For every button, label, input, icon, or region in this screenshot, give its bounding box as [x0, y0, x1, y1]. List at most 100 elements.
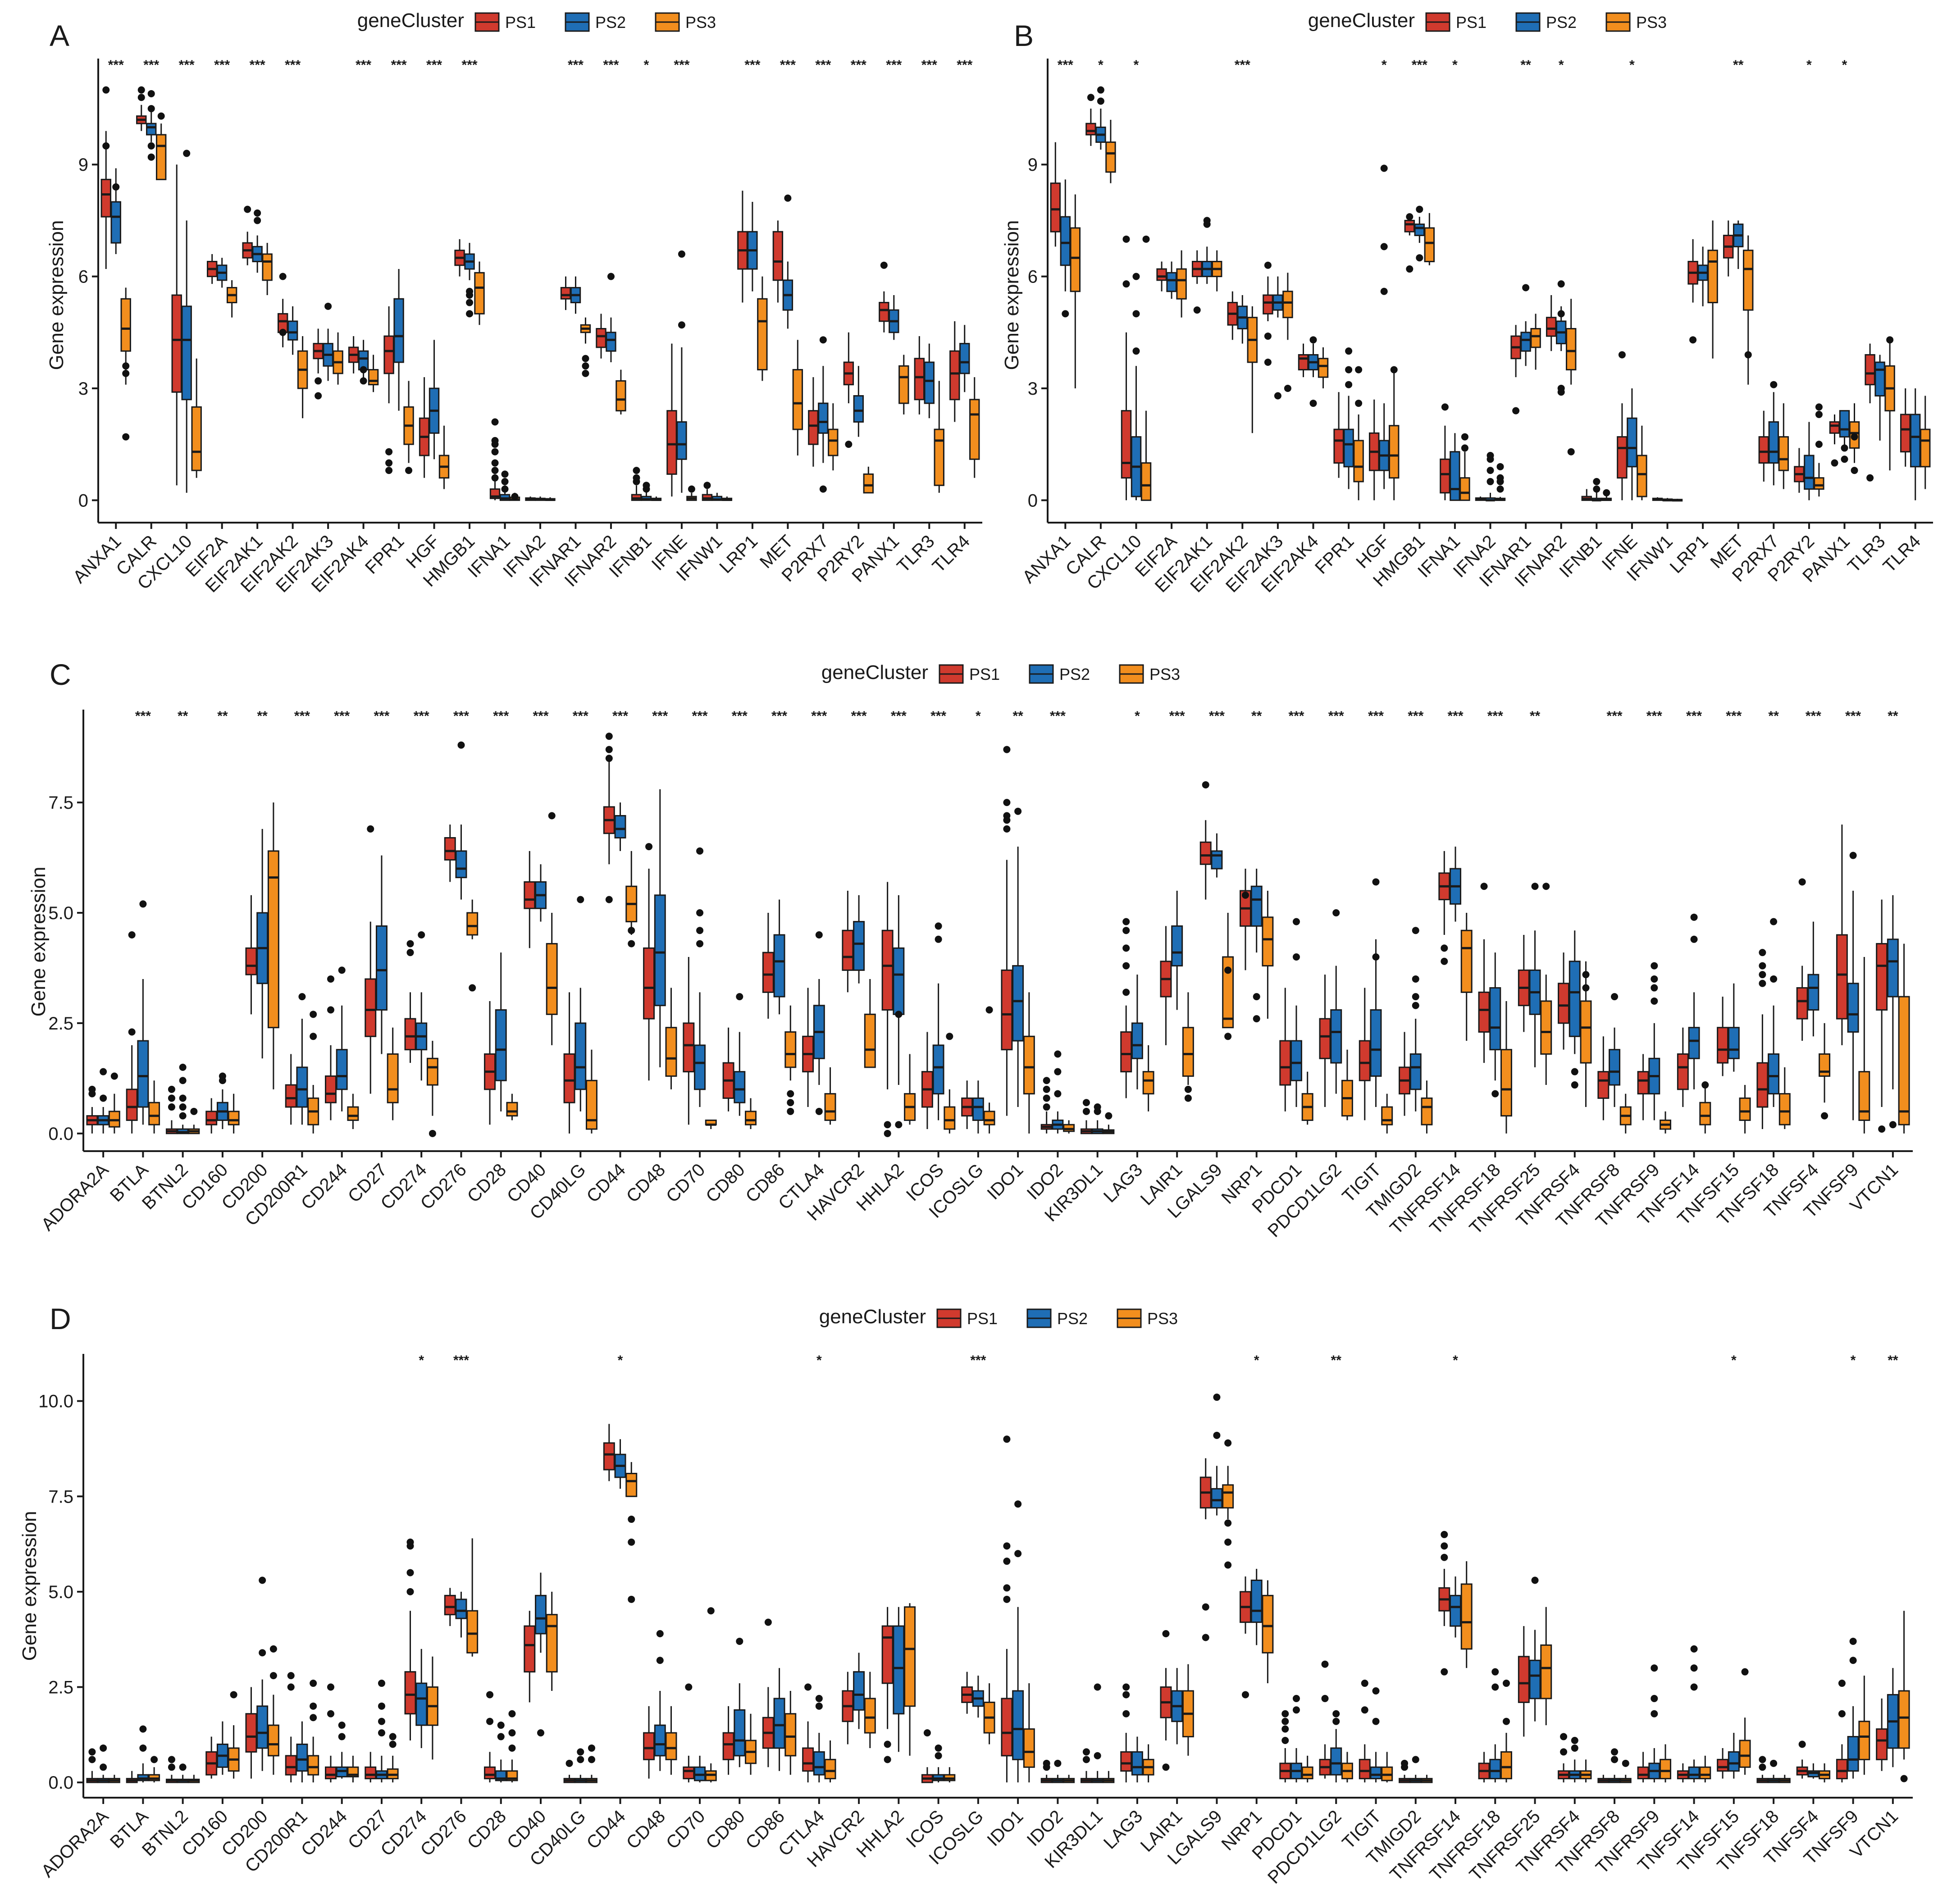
panel-d-outlier-point: [1502, 1680, 1510, 1687]
panel-d-box-ps3: [267, 1694, 279, 1775]
box-body: [643, 947, 655, 1020]
panel-c-box-ps1: [1001, 860, 1013, 1116]
panel-c-box-ps3: [1699, 1085, 1711, 1134]
panel-d-significance-label: *: [1254, 1353, 1259, 1368]
panel-d-outlier-point: [1202, 1603, 1209, 1611]
panel-d-box-ps2: [415, 1649, 428, 1748]
panel-b-outlier-point: [1886, 336, 1894, 344]
panel-d-box-ps2: [336, 1752, 348, 1779]
panel-c-box-ps2: [694, 992, 706, 1107]
panel-a-y-tick-label: 6: [78, 267, 88, 287]
panel-b-outlier-point: [1142, 235, 1150, 243]
panel-b-box-ps1: [1510, 325, 1521, 378]
panel-d-outlier-point: [685, 1683, 693, 1691]
panel-c-outlier-point: [1821, 1112, 1829, 1120]
panel-d-significance-label: **: [1888, 1353, 1898, 1368]
panel-a-outlier-point: [582, 355, 589, 362]
panel-a-box-ps3: [545, 497, 556, 501]
box-body: [863, 473, 874, 494]
panel-d-outlier-point: [1321, 1694, 1329, 1702]
panel-d-outlier-point: [1043, 1763, 1050, 1771]
box-body: [1131, 1751, 1143, 1776]
panel-d-plot: 0.02.55.07.510.0ADORA2ABTLABTNL2CD160CD2…: [37, 1353, 1913, 1888]
box-body: [1778, 1093, 1791, 1125]
panel-c-significance-label: ***: [1328, 709, 1344, 724]
panel-c-outlier-point: [696, 847, 704, 855]
panel-c-box-ps1: [165, 1120, 178, 1134]
panel-b-box-ps3: [1353, 414, 1364, 501]
panel-d-outlier-point: [88, 1748, 96, 1756]
panel-a-box-ps2: [924, 343, 935, 419]
panel-c-box-ps3: [1023, 992, 1035, 1134]
panel-d-outlier-point: [1281, 1710, 1289, 1717]
panel-d-box-ps3: [586, 1775, 597, 1783]
box-body: [694, 1044, 706, 1090]
box-body: [426, 1057, 438, 1086]
panel-d-y-tick-label: 10.0: [38, 1392, 73, 1412]
box-body: [969, 399, 980, 460]
panel-d-box-ps1: [603, 1424, 615, 1481]
panel-a-box-ps3: [651, 496, 662, 501]
panel-a-legend-title: geneCluster: [357, 9, 464, 32]
panel-b-box-ps2: [1095, 109, 1106, 150]
box-body: [1388, 425, 1400, 479]
panel-d-box-ps1: [1001, 1649, 1013, 1783]
panel-b-box-ps3: [1565, 299, 1577, 385]
panel-a-significance-label: ***: [815, 58, 831, 73]
panel-c-significance-label: **: [1768, 709, 1779, 724]
panel-b-outlier-point: [1132, 273, 1140, 280]
panel-b-box-ps1: [1475, 496, 1486, 501]
panel-d-outlier-point: [497, 1733, 505, 1740]
box-body: [1637, 1071, 1649, 1095]
box-body: [1182, 1027, 1194, 1077]
panel-d-outlier-point: [486, 1717, 494, 1725]
box-body: [296, 1066, 308, 1108]
panel-b-significance-label: *: [1559, 58, 1564, 73]
panel-c-outlier-point: [1531, 883, 1539, 890]
panel-a-box-ps1: [949, 321, 960, 422]
panel-a-box-ps1: [914, 336, 925, 415]
panel-a-outlier-point: [501, 478, 509, 485]
box-body: [267, 1724, 279, 1757]
panel-c-significance-label: **: [178, 709, 188, 724]
panel-b-x-tick-label: LRP1: [1666, 531, 1712, 577]
panel-d-outlier-point: [100, 1763, 107, 1771]
panel-a-box-ps2: [889, 295, 899, 340]
panel-d-outlier-point: [1849, 1637, 1857, 1645]
panel-d-box-ps2: [1768, 1775, 1780, 1783]
panel-b-box-ps2: [1060, 179, 1071, 292]
panel-c-outlier-point: [1372, 953, 1380, 961]
box-body: [1742, 250, 1754, 311]
panel-d-box-ps3: [1819, 1763, 1831, 1783]
box-body: [1250, 1580, 1263, 1623]
panel-c-box-ps1: [722, 1027, 734, 1111]
panel-a-significance-label: ***: [356, 58, 371, 73]
panel-d-box-ps1: [1518, 1626, 1530, 1737]
panel-c-x-tick-label: CD244: [297, 1160, 351, 1213]
panel-b-outlier-point: [1309, 336, 1317, 344]
box-body: [1558, 983, 1570, 1024]
panel-b-significance-label: ***: [1412, 58, 1427, 73]
box-body: [1920, 428, 1931, 468]
panel-b-legend-title: geneCluster: [1308, 9, 1415, 32]
panel-c-legend-label-ps3: PS3: [1149, 665, 1180, 683]
box-body: [347, 1106, 359, 1121]
box-body: [1617, 436, 1628, 479]
panel-c-box-ps1: [643, 869, 655, 1081]
panel-a-outlier-point: [315, 392, 322, 400]
panel-d-outlier-point: [269, 1645, 277, 1653]
panel-c-outlier-point: [1122, 944, 1130, 952]
panel-d-box-ps3: [1898, 1611, 1910, 1760]
panel-d-box-ps3: [944, 1767, 956, 1783]
panel-d-significance-label: *: [816, 1353, 822, 1368]
box-body: [126, 1089, 138, 1121]
panel-d-outlier-point: [1690, 1645, 1698, 1653]
panel-d-outlier-point: [1611, 1748, 1619, 1756]
panel-d-box-ps1: [1597, 1775, 1610, 1783]
panel-c-outlier-point: [100, 1094, 107, 1102]
panel-c-significance-label: **: [1251, 709, 1262, 724]
panel-c-box-ps3: [824, 1067, 836, 1125]
panel-c-box-ps3: [1063, 1120, 1075, 1134]
panel-a-y-axis-title: Gene expression: [46, 220, 68, 370]
panel-d-outlier-point: [139, 1744, 147, 1752]
